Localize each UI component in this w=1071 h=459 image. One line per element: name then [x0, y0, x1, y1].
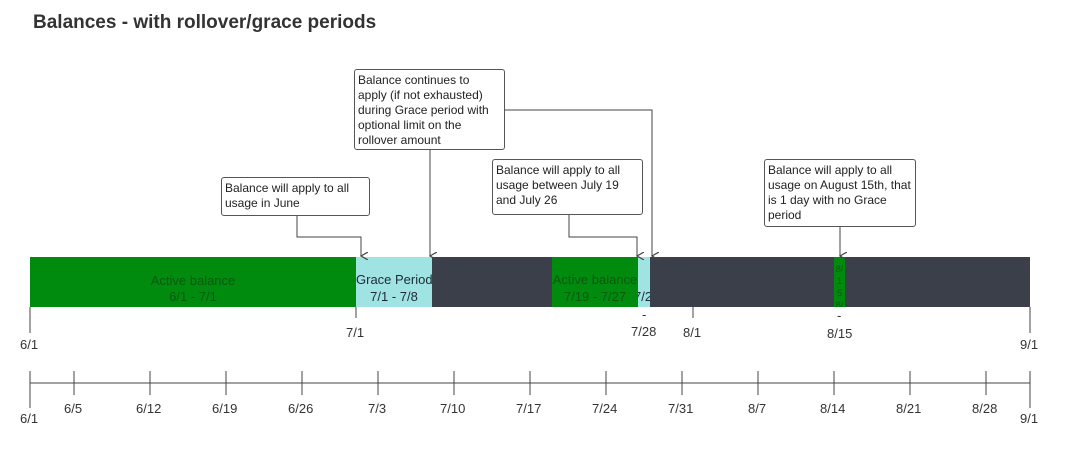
lower-axis-label: 8/28 — [972, 401, 998, 416]
note-aug-text: Balance will apply to all usage on Augus… — [768, 163, 911, 222]
lower-axis-label: 7/3 — [368, 401, 387, 416]
lower-axis-ticks — [29, 371, 1031, 408]
upper-axis-tick-7-1: 7/1 — [346, 325, 365, 340]
segment-june-active: Active balance 6/1 - 7/1 — [30, 257, 356, 307]
lower-axis-label: 8/14 — [820, 401, 846, 416]
lower-axis-label: 8/7 — [748, 401, 767, 416]
segment-july-active: Active balance 7/19 - 7/27 — [552, 257, 638, 307]
lower-axis-label: 9/1 — [1020, 411, 1039, 426]
upper-axis-end: 9/1 — [1020, 337, 1039, 352]
lower-axis-label: 8/21 — [896, 401, 922, 416]
note-july: Balance will apply to all usage between … — [492, 159, 643, 215]
note-grace-text: Balance continues to apply (if not exhau… — [358, 73, 489, 147]
segment-grace-range: 7/1 - 7/8 — [370, 289, 418, 304]
segment-grace-label: Grace Period — [356, 272, 433, 287]
upper-axis-dash-8-15: - — [837, 308, 842, 323]
upper-axis-tick-8-1: 8/1 — [683, 325, 702, 340]
segment-july-grace: 7/2 — [638, 257, 650, 307]
connector-grace-rollover — [505, 109, 652, 256]
note-june: Balance will apply to all usage in June — [221, 177, 370, 216]
upper-axis-tick-7-28: 7/28 — [631, 324, 657, 339]
segment-june-label: Active balance — [150, 273, 236, 288]
lower-axis-label: 6/26 — [288, 401, 314, 416]
segment-grace: Grace Period 7/1 - 7/8 — [356, 257, 433, 307]
upper-axis-tick-8-15: 8/15 — [827, 326, 853, 341]
note-grace: Balance continues to apply (if not exhau… — [354, 69, 505, 150]
lower-axis-label: 6/19 — [212, 401, 238, 416]
upper-axis-dash-7-28: - — [642, 307, 647, 322]
segment-july-range: 7/19 - 7/27 — [563, 289, 627, 304]
lower-axis-label: 7/10 — [440, 401, 466, 416]
segment-aug-active: 8/15 8/15 — [834, 257, 845, 307]
segment-aug-label: 8/15 8/15 — [835, 264, 844, 307]
segment-july-label: Active balance — [552, 272, 638, 287]
lower-axis-label: 6/1 — [20, 411, 39, 426]
lower-axis-label: 6/12 — [136, 401, 162, 416]
upper-axis-start: 6/1 — [20, 337, 39, 352]
diagram-title: Balances - with rollover/grace periods — [33, 12, 377, 33]
segment-june-range: 6/1 - 7/1 — [169, 289, 217, 304]
connector-june — [296, 216, 361, 256]
lower-axis-label: 6/5 — [64, 401, 83, 416]
lower-axis-label: 7/31 — [668, 401, 694, 416]
connector-july — [568, 215, 637, 256]
note-aug: Balance will apply to all usage on Augus… — [764, 159, 916, 227]
note-july-text: Balance will apply to all usage between … — [496, 163, 621, 207]
segment-july-grace-range: 7/2 — [638, 289, 650, 304]
lower-axis-label: 7/24 — [592, 401, 618, 416]
lower-axis-label: 7/17 — [516, 401, 542, 416]
note-june-text: Balance will apply to all usage in June — [225, 181, 350, 210]
